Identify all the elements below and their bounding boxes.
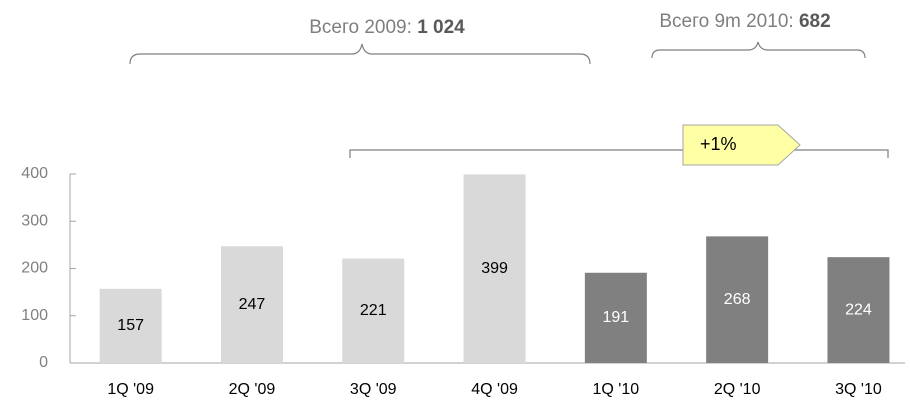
bar: [584, 272, 647, 363]
y-tick-label: 200: [21, 260, 48, 277]
x-tick-label: 2Q '10: [714, 381, 761, 398]
bar: [220, 246, 283, 363]
value-label: 191: [602, 309, 629, 326]
bar: [463, 174, 526, 363]
y-tick-label: 300: [21, 212, 48, 229]
brace: [129, 43, 591, 65]
total-2010: Всего 9m 2010: 682: [659, 11, 830, 32]
x-tick-label: 4Q '09: [471, 381, 518, 398]
bar: [342, 258, 405, 363]
x-tick-label: 1Q '10: [593, 381, 640, 398]
value-label: 224: [845, 301, 872, 318]
x-tick-label: 3Q '09: [350, 381, 397, 398]
bar: [827, 257, 890, 363]
total-label: Всего 9m 2010:: [659, 11, 793, 32]
y-tick-label: 0: [39, 354, 48, 371]
x-tick-label: 3Q '10: [835, 381, 882, 398]
value-label: 399: [481, 260, 508, 277]
value-label: 221: [360, 302, 387, 319]
total-value: 1 024: [417, 17, 465, 38]
brace: [651, 41, 866, 59]
value-label: 247: [239, 296, 266, 313]
total-2009: Всего 2009: 1 024: [309, 17, 465, 38]
total-label: Всего 2009:: [309, 17, 412, 38]
x-tick-label: 1Q '09: [107, 381, 154, 398]
change-callout: [682, 124, 801, 166]
value-label: 268: [724, 291, 751, 308]
value-label: 157: [117, 317, 144, 334]
x-tick-label: 2Q '09: [229, 381, 276, 398]
y-tick-label: 100: [21, 307, 48, 324]
change-label: +1%: [700, 134, 737, 154]
bar: [706, 236, 769, 363]
bar: [99, 288, 162, 363]
y-tick-label: 400: [21, 165, 48, 182]
total-value: 682: [799, 11, 831, 32]
bracket: [349, 149, 889, 158]
